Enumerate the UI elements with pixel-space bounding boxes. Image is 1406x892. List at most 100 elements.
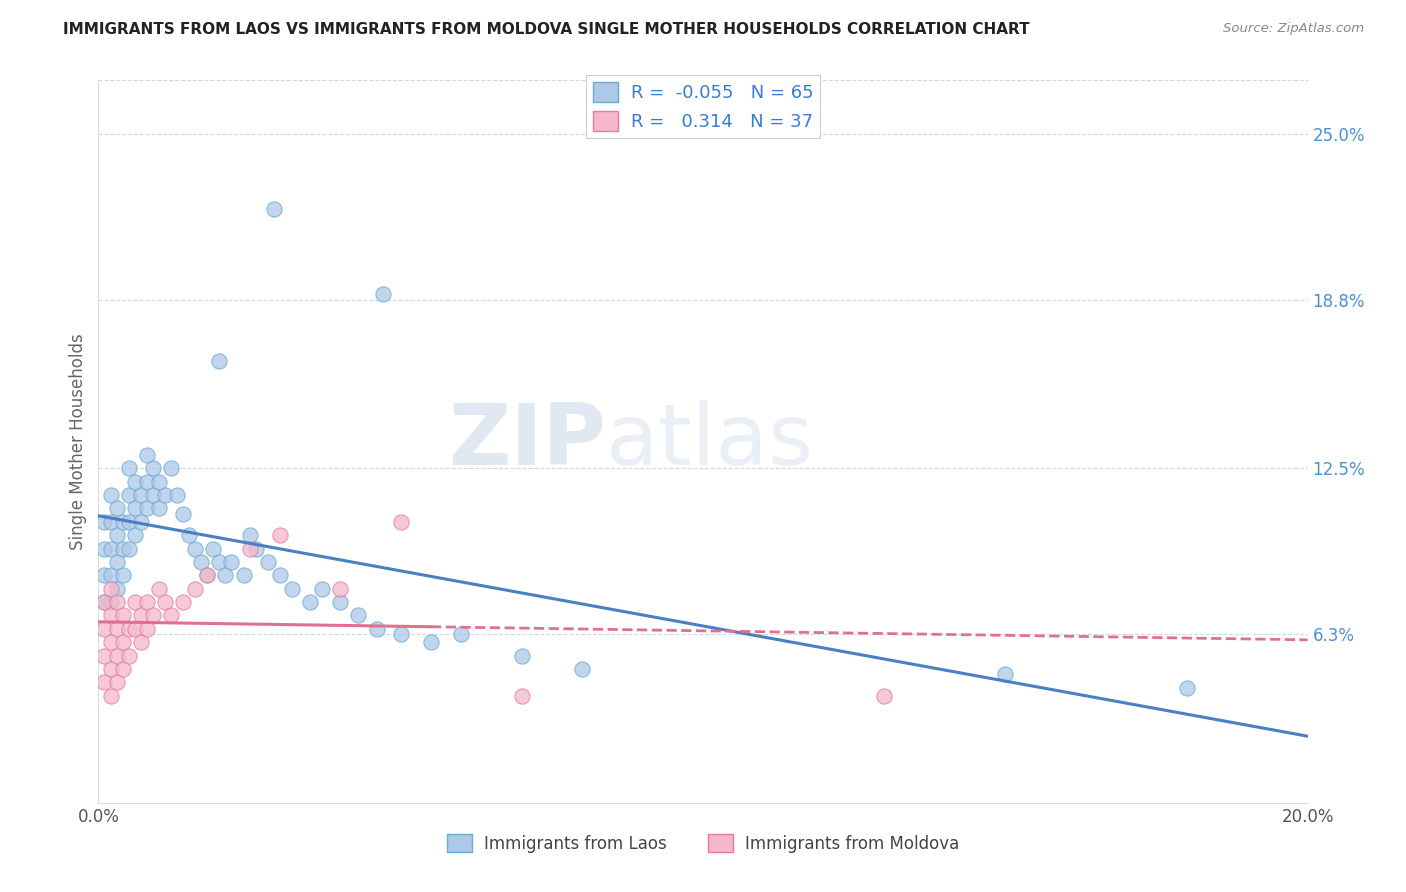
- Point: [135, 622, 157, 636]
- Point: [208, 354, 231, 368]
- Point: [118, 488, 141, 502]
- Point: [160, 608, 183, 623]
- Point: [93, 515, 115, 529]
- Point: [371, 287, 394, 301]
- Point: [111, 515, 134, 529]
- Point: [105, 528, 128, 542]
- Point: [420, 635, 443, 649]
- Point: [135, 448, 157, 462]
- Point: [1175, 681, 1198, 695]
- Point: [184, 541, 207, 556]
- Point: [571, 662, 593, 676]
- Point: [269, 568, 291, 582]
- Point: [105, 595, 128, 609]
- Point: [100, 515, 122, 529]
- Text: ZIP: ZIP: [449, 400, 606, 483]
- Point: [510, 648, 533, 663]
- Point: [93, 568, 115, 582]
- Point: [111, 635, 134, 649]
- Point: [142, 608, 165, 623]
- Point: [100, 541, 122, 556]
- Point: [93, 648, 115, 663]
- Point: [124, 528, 146, 542]
- Point: [389, 515, 412, 529]
- Point: [329, 582, 352, 596]
- Point: [129, 635, 152, 649]
- Legend: Immigrants from Laos, Immigrants from Moldova: Immigrants from Laos, Immigrants from Mo…: [440, 828, 966, 860]
- Y-axis label: Single Mother Households: Single Mother Households: [69, 334, 87, 549]
- Point: [389, 627, 412, 641]
- Point: [100, 595, 122, 609]
- Point: [118, 648, 141, 663]
- Point: [118, 541, 141, 556]
- Text: atlas: atlas: [606, 400, 814, 483]
- Point: [124, 501, 146, 516]
- Point: [93, 595, 115, 609]
- Point: [124, 475, 146, 489]
- Point: [142, 461, 165, 475]
- Point: [239, 528, 262, 542]
- Point: [93, 622, 115, 636]
- Point: [105, 622, 128, 636]
- Point: [135, 501, 157, 516]
- Point: [994, 667, 1017, 681]
- Point: [105, 648, 128, 663]
- Point: [111, 662, 134, 676]
- Point: [135, 475, 157, 489]
- Point: [153, 488, 176, 502]
- Point: [100, 635, 122, 649]
- Point: [256, 555, 278, 569]
- Point: [100, 689, 122, 703]
- Point: [347, 608, 370, 623]
- Point: [129, 488, 152, 502]
- Point: [450, 627, 472, 641]
- Point: [245, 541, 267, 556]
- Point: [129, 515, 152, 529]
- Point: [111, 608, 134, 623]
- Point: [269, 528, 291, 542]
- Point: [232, 568, 254, 582]
- Point: [124, 622, 146, 636]
- Point: [118, 515, 141, 529]
- Point: [100, 662, 122, 676]
- Point: [105, 675, 128, 690]
- Point: [172, 507, 194, 521]
- Point: [105, 501, 128, 516]
- Point: [190, 555, 212, 569]
- Point: [263, 202, 285, 216]
- Point: [153, 595, 176, 609]
- Point: [111, 568, 134, 582]
- Point: [93, 595, 115, 609]
- Point: [329, 595, 352, 609]
- Point: [118, 622, 141, 636]
- Point: [202, 541, 225, 556]
- Point: [100, 582, 122, 596]
- Point: [195, 568, 218, 582]
- Point: [100, 568, 122, 582]
- Point: [510, 689, 533, 703]
- Point: [142, 488, 165, 502]
- Point: [299, 595, 322, 609]
- Point: [148, 475, 170, 489]
- Point: [124, 595, 146, 609]
- Text: IMMIGRANTS FROM LAOS VS IMMIGRANTS FROM MOLDOVA SINGLE MOTHER HOUSEHOLDS CORRELA: IMMIGRANTS FROM LAOS VS IMMIGRANTS FROM …: [63, 22, 1029, 37]
- Point: [129, 608, 152, 623]
- Point: [239, 541, 262, 556]
- Point: [195, 568, 218, 582]
- Point: [214, 568, 236, 582]
- Point: [93, 541, 115, 556]
- Point: [93, 675, 115, 690]
- Point: [100, 608, 122, 623]
- Point: [148, 501, 170, 516]
- Point: [221, 555, 243, 569]
- Point: [184, 582, 207, 596]
- Point: [100, 488, 122, 502]
- Point: [111, 541, 134, 556]
- Point: [160, 461, 183, 475]
- Text: Source: ZipAtlas.com: Source: ZipAtlas.com: [1223, 22, 1364, 36]
- Point: [105, 555, 128, 569]
- Point: [281, 582, 304, 596]
- Point: [179, 528, 201, 542]
- Point: [166, 488, 188, 502]
- Point: [208, 555, 231, 569]
